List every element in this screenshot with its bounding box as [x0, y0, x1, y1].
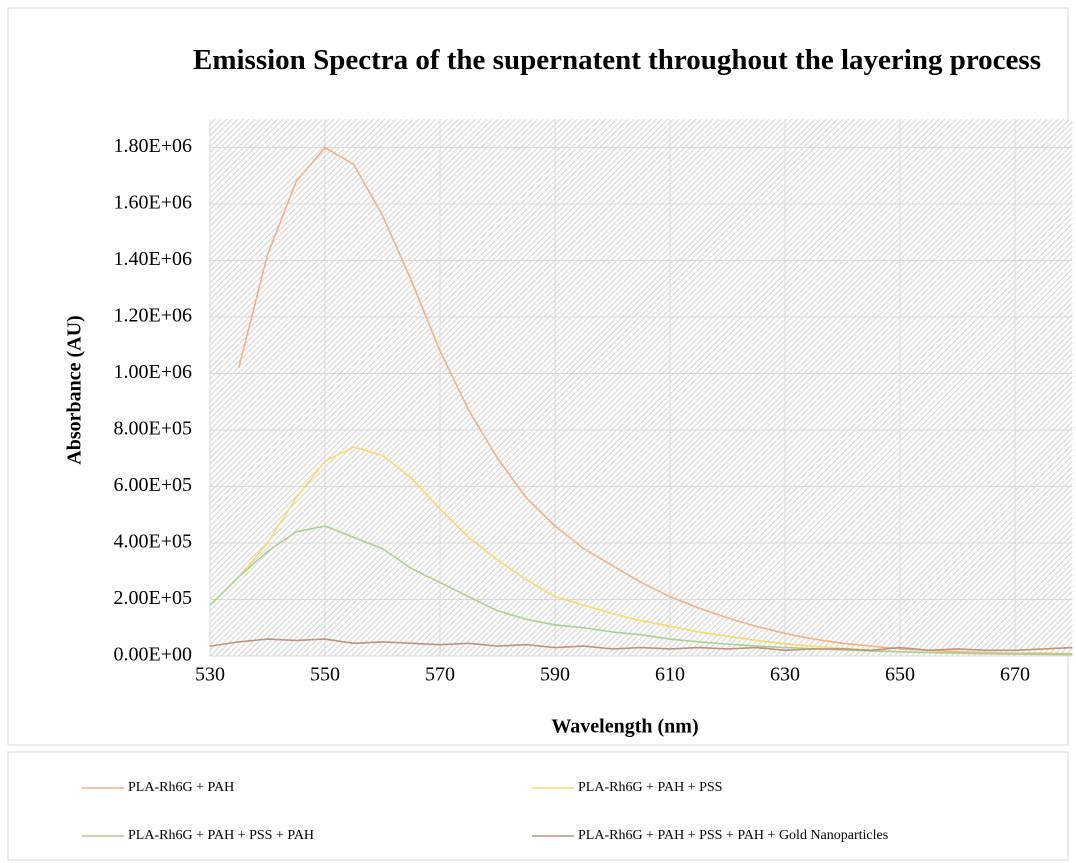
x-tick-label: 670 [1000, 664, 1030, 686]
x-tick-label: 590 [540, 664, 570, 686]
series-line [209, 638, 1073, 652]
x-tick-label: 630 [770, 664, 800, 686]
legend-frame [7, 751, 1069, 861]
x-tick-label: 530 [195, 664, 225, 686]
y-tick-label: 6.00E+05 [114, 474, 193, 496]
y-tick-label: 1.40E+06 [114, 248, 193, 270]
plot-background [210, 119, 1073, 656]
y-tick-label: 2.00E+05 [114, 587, 193, 609]
legend-label: PLA-Rh6G + PAH + PSS + PAH + Gold Nanopa… [578, 828, 888, 843]
y-tick-label: 0.00E+00 [114, 644, 193, 666]
series-line [209, 525, 1073, 656]
chart-title: Emission Spectra of the supernatent thro… [193, 44, 1041, 76]
legend-label: PLA-Rh6G + PAH [128, 780, 234, 795]
x-tick-label: 550 [310, 664, 340, 686]
y-tick-label: 8.00E+05 [114, 418, 193, 440]
y-axis-title: Absorbance (AU) [64, 315, 86, 464]
y-tick-label: 4.00E+05 [114, 531, 193, 553]
y-tick-label: 1.20E+06 [114, 305, 193, 327]
x-tick-label: 610 [655, 664, 685, 686]
y-tick-label: 1.60E+06 [114, 192, 193, 214]
legend-label: PLA-Rh6G + PAH + PSS + PAH [128, 828, 314, 843]
x-tick-label: 570 [425, 664, 455, 686]
x-tick-label: 650 [885, 664, 915, 686]
legend-label: PLA-Rh6G + PAH + PSS [578, 780, 722, 795]
x-axis-title: Wavelength (nm) [551, 716, 698, 738]
y-tick-label: 1.80E+06 [114, 135, 193, 157]
plot-area [209, 119, 1073, 657]
y-tick-label: 1.00E+06 [114, 361, 193, 383]
